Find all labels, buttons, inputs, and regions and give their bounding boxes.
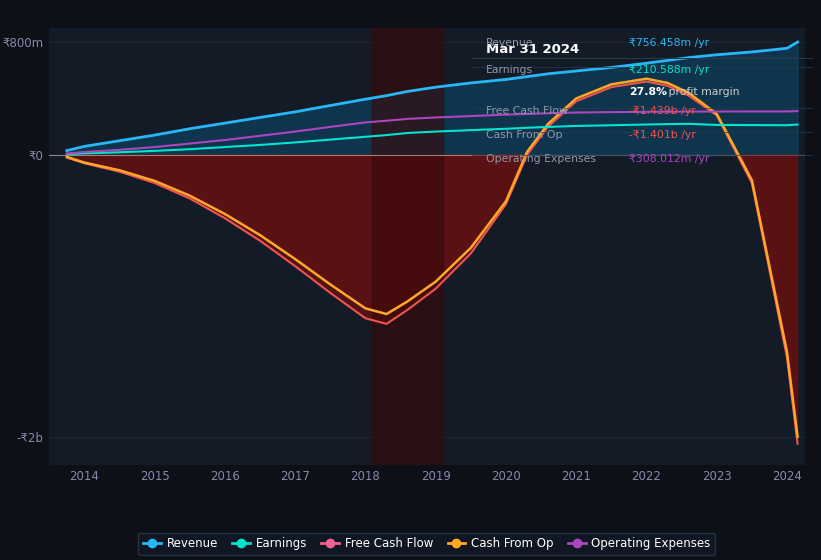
Text: ₹308.012m /yr: ₹308.012m /yr — [629, 154, 709, 164]
Text: 27.8%: 27.8% — [629, 87, 667, 97]
Text: Cash From Op: Cash From Op — [486, 130, 562, 140]
Text: Earnings: Earnings — [486, 65, 533, 75]
Text: -₹1.439b /yr: -₹1.439b /yr — [629, 106, 695, 116]
Legend: Revenue, Earnings, Free Cash Flow, Cash From Op, Operating Expenses: Revenue, Earnings, Free Cash Flow, Cash … — [139, 533, 715, 555]
Text: ₹210.588m /yr: ₹210.588m /yr — [629, 65, 709, 75]
Bar — [373, 28, 443, 465]
Text: profit margin: profit margin — [664, 87, 739, 97]
Text: Revenue: Revenue — [486, 38, 533, 48]
Text: Free Cash Flow: Free Cash Flow — [486, 106, 567, 116]
Text: -₹1.401b /yr: -₹1.401b /yr — [629, 130, 695, 140]
Text: ₹756.458m /yr: ₹756.458m /yr — [629, 38, 709, 48]
Text: Mar 31 2024: Mar 31 2024 — [486, 43, 579, 56]
Text: Operating Expenses: Operating Expenses — [486, 154, 596, 164]
